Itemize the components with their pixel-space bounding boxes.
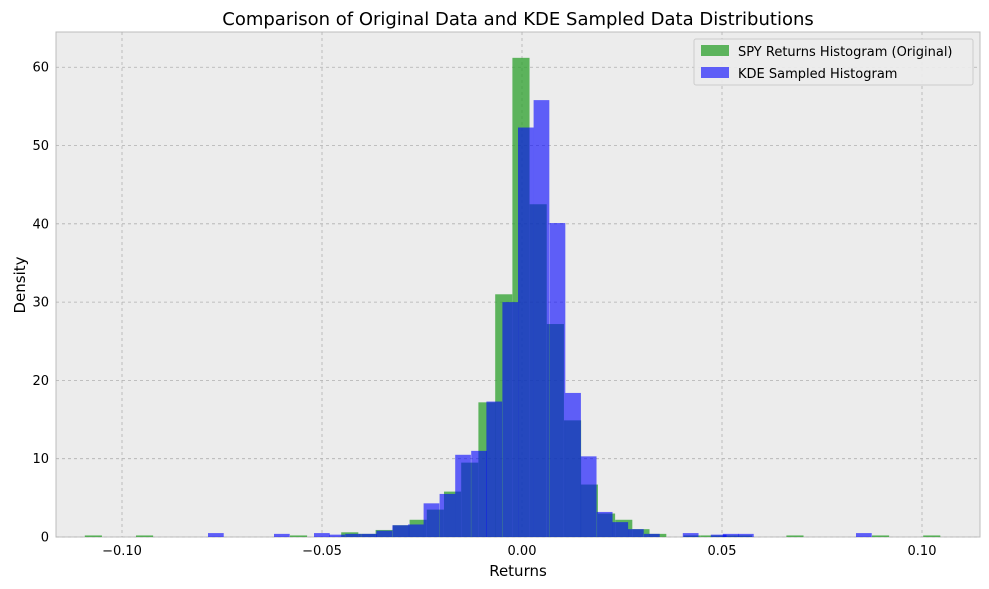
histogram-bar bbox=[682, 533, 699, 537]
histogram-bar bbox=[423, 503, 440, 537]
histogram-bar bbox=[923, 535, 941, 537]
y-axis-ticks: 0 10 20 30 40 50 60 bbox=[32, 61, 49, 546]
legend: SPY Returns Histogram (Original) KDE Sam… bbox=[693, 38, 974, 86]
histogram-bar bbox=[439, 493, 456, 537]
y-tick-label: 60 bbox=[32, 61, 49, 76]
histogram-bar bbox=[565, 392, 581, 537]
histogram-bar bbox=[136, 535, 154, 537]
histogram-bar bbox=[786, 535, 804, 537]
y-tick-label: 0 bbox=[41, 531, 49, 546]
histogram-bar bbox=[392, 525, 409, 537]
y-axis-label: Density bbox=[11, 256, 29, 313]
histogram-bar bbox=[376, 530, 393, 537]
histogram-bar bbox=[612, 522, 629, 537]
x-tick-label: 0.00 bbox=[508, 544, 537, 559]
histogram-bar bbox=[471, 450, 487, 537]
x-tick-label: −0.10 bbox=[102, 544, 142, 559]
histogram-bar bbox=[856, 533, 872, 537]
x-axis-label: Returns bbox=[489, 562, 547, 580]
histogram-bar bbox=[345, 533, 361, 537]
histogram-bar bbox=[580, 456, 597, 537]
x-tick-label: 0.05 bbox=[708, 544, 737, 559]
legend-box bbox=[693, 38, 974, 86]
legend-label-kde: KDE Sampled Histogram bbox=[738, 67, 897, 82]
chart-title: Comparison of Original Data and KDE Samp… bbox=[222, 9, 814, 30]
y-tick-label: 50 bbox=[32, 139, 49, 154]
histogram-bar bbox=[872, 535, 890, 537]
histogram-bar bbox=[290, 535, 308, 537]
legend-swatch-original bbox=[701, 45, 729, 56]
histogram-bar bbox=[314, 533, 330, 537]
histogram-bar bbox=[549, 223, 566, 537]
histogram-bar bbox=[628, 529, 644, 537]
histogram-bar bbox=[722, 533, 739, 537]
histogram-bar bbox=[644, 533, 660, 537]
histogram-bar bbox=[408, 524, 424, 537]
x-axis-ticks: −0.10 −0.05 0.00 0.05 0.10 bbox=[102, 544, 936, 559]
y-tick-label: 10 bbox=[32, 452, 49, 467]
histogram-bar bbox=[700, 535, 718, 537]
y-tick-label: 40 bbox=[32, 217, 49, 232]
histogram-bar bbox=[596, 511, 613, 537]
histogram-bar bbox=[274, 533, 290, 537]
histogram-bar bbox=[710, 534, 727, 537]
histogram-bar bbox=[518, 127, 534, 537]
histogram-bar bbox=[208, 533, 224, 537]
y-tick-label: 30 bbox=[32, 296, 49, 311]
histogram-bar bbox=[502, 302, 519, 537]
histogram-bar bbox=[361, 533, 377, 537]
histogram-bar bbox=[84, 535, 102, 537]
x-tick-label: −0.05 bbox=[302, 544, 342, 559]
histogram-bar bbox=[329, 534, 345, 537]
histogram-bar bbox=[738, 533, 754, 537]
series-kde-bars bbox=[208, 100, 872, 538]
legend-swatch-kde bbox=[701, 67, 729, 78]
histogram-bar bbox=[533, 100, 550, 538]
histogram-bar bbox=[455, 454, 471, 537]
legend-label-original: SPY Returns Histogram (Original) bbox=[738, 45, 953, 60]
histogram-bar bbox=[486, 401, 503, 537]
y-tick-label: 20 bbox=[32, 374, 49, 389]
x-tick-label: 0.10 bbox=[908, 544, 937, 559]
